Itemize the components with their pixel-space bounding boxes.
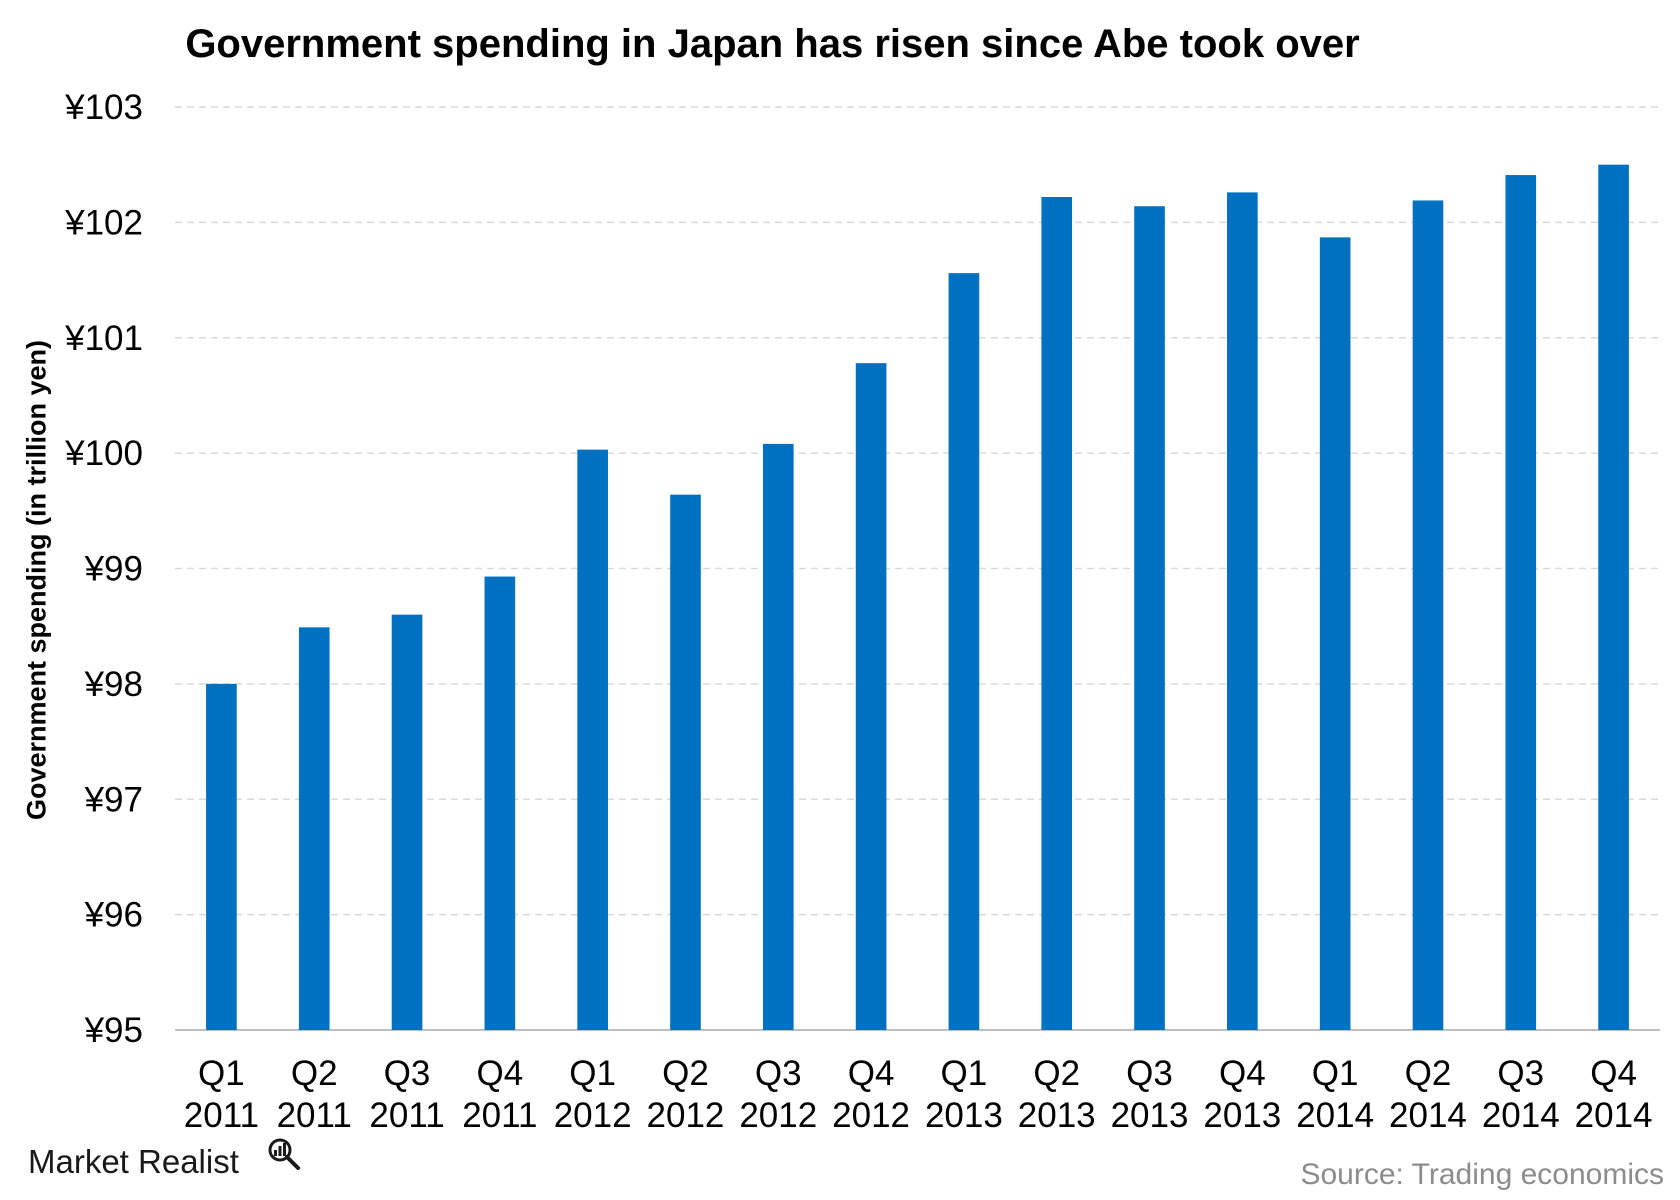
x-tick-label-year: 2014 [1296,1096,1374,1135]
x-tick-label-quarter: Q3 [755,1054,802,1093]
chart-title: Government spending in Japan has risen s… [185,22,1360,66]
bar [1134,206,1165,1030]
x-tick-label-year: 2011 [462,1096,537,1135]
x-tick-label-quarter: Q2 [291,1054,338,1093]
y-tick-label: ¥100 [64,434,143,473]
x-tick-label-year: 2014 [1575,1096,1653,1135]
y-tick-label: ¥102 [64,203,143,242]
bar [298,627,330,1030]
x-tick-label-year: 2012 [832,1096,910,1135]
y-tick-label: ¥96 [84,896,143,935]
bar [484,576,516,1030]
bar [1412,200,1444,1031]
y-tick-label: ¥98 [84,665,143,704]
x-tick-label-year: 2014 [1482,1096,1560,1135]
x-tick-label-quarter: Q2 [1405,1054,1452,1093]
x-tick-label-year: 2011 [184,1096,259,1135]
y-tick-label: ¥99 [84,550,143,589]
x-tick-label-quarter: Q4 [848,1054,895,1093]
y-tick-label: ¥95 [84,1011,143,1050]
bar [762,443,794,1030]
x-tick-label-quarter: Q3 [384,1054,431,1093]
x-tick-label-year: 2011 [369,1096,444,1135]
x-tick-label-quarter: Q3 [1497,1054,1544,1093]
bar [1319,237,1351,1030]
x-tick-label-quarter: Q1 [569,1054,616,1093]
bar [670,494,701,1030]
x-tick-label-quarter: Q3 [1126,1054,1173,1093]
x-tick-label-year: 2012 [647,1096,725,1135]
source-note: Source: Trading economics [1300,1158,1664,1191]
bar [1598,164,1629,1030]
x-tick-label-quarter: Q1 [198,1054,245,1093]
magnifier-chart-icon [268,1138,300,1170]
bar [391,614,423,1030]
bar-chart: ¥95¥96¥97¥98¥99¥100¥101¥102¥103Q12011Q22… [64,88,1660,1135]
x-tick-label-year: 2012 [554,1096,632,1135]
y-tick-label: ¥101 [64,319,143,358]
x-tick-label-year: 2012 [739,1096,817,1135]
x-tick-label-quarter: Q4 [1590,1054,1637,1093]
brand-logo-text: Market Realist [28,1143,239,1180]
x-tick-label-quarter: Q4 [476,1054,523,1093]
y-tick-label: ¥97 [84,780,143,819]
bar [855,363,887,1030]
bar [206,683,237,1030]
x-tick-label-year: 2013 [1018,1096,1096,1135]
x-tick-label-quarter: Q4 [1219,1054,1266,1093]
y-tick-label: ¥103 [64,88,143,127]
x-tick-label-quarter: Q1 [1312,1054,1359,1093]
bar [948,273,980,1030]
x-tick-label-year: 2011 [277,1096,352,1135]
x-tick-label-quarter: Q2 [662,1054,709,1093]
x-tick-label-year: 2014 [1389,1096,1467,1135]
bar [1227,192,1258,1030]
bar [1505,175,1537,1031]
x-tick-label-year: 2013 [925,1096,1003,1135]
bar [577,449,608,1030]
bar [1041,196,1073,1030]
x-tick-label-year: 2013 [1111,1096,1189,1135]
x-tick-label-year: 2013 [1203,1096,1281,1135]
x-tick-label-quarter: Q1 [941,1054,988,1093]
x-tick-label-quarter: Q2 [1033,1054,1080,1093]
